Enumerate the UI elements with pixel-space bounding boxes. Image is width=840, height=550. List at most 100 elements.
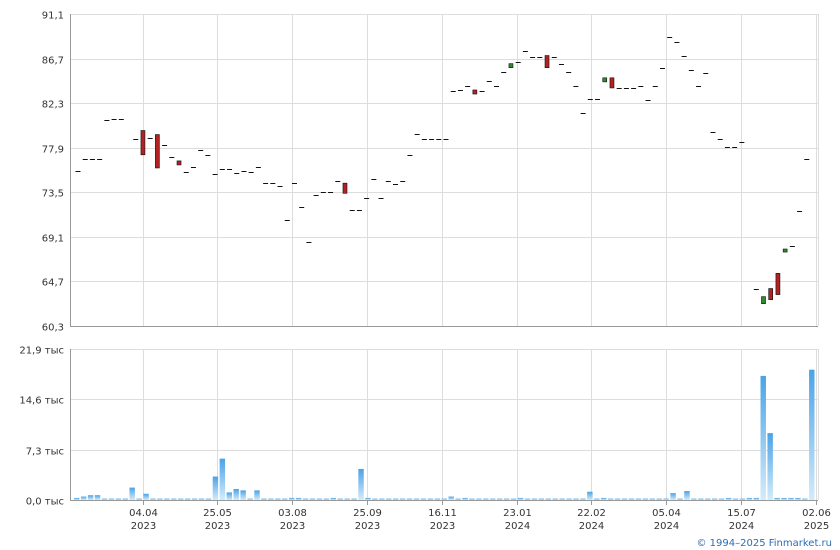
volume-bar xyxy=(469,498,475,500)
volume-tick-label: 0,0 тыс xyxy=(26,497,64,508)
volume-bar xyxy=(739,498,746,500)
x-tick-year: 2025 xyxy=(804,521,829,532)
volume-bar xyxy=(614,498,621,500)
volume-bar xyxy=(642,498,649,500)
volume-bar xyxy=(275,498,281,500)
price-tick-label: 69,1 xyxy=(42,234,64,245)
volume-bar xyxy=(691,498,697,500)
volume-bar xyxy=(601,497,607,500)
x-tick-date: 25.09 xyxy=(353,508,382,519)
price-tick-label: 82,3 xyxy=(42,100,64,111)
candle-down xyxy=(140,130,146,156)
x-tick-year: 2024 xyxy=(505,521,530,532)
volume-bar xyxy=(705,498,711,500)
volume-bar xyxy=(191,498,198,500)
volume-bar xyxy=(330,497,337,500)
volume-bar xyxy=(718,498,725,500)
volume-bar xyxy=(247,498,253,500)
volume-bar xyxy=(427,498,434,500)
volume-bar xyxy=(288,497,295,500)
volume-bar xyxy=(302,498,309,500)
price-tick-label: 91,1 xyxy=(42,11,64,22)
volume-bar xyxy=(365,497,371,500)
volume-bar xyxy=(171,498,177,500)
x-axis: 04.04 2023 25.05 2023 03.08 2023 25.09 2023 16.1… xyxy=(129,500,831,532)
volume-bar xyxy=(621,498,628,500)
volume-bar xyxy=(129,487,135,500)
volume-bar xyxy=(420,498,427,500)
volume-bar xyxy=(753,497,760,500)
volume-bar xyxy=(143,493,149,500)
candle-down xyxy=(472,89,478,95)
candle-down xyxy=(176,160,182,166)
volume-bar xyxy=(136,498,142,500)
x-tick-date: 15.07 xyxy=(727,508,756,519)
x-tick-date: 25.05 xyxy=(203,508,232,519)
volume-bar xyxy=(545,498,551,500)
x-tick-date: 22.02 xyxy=(577,508,606,519)
volume-bar xyxy=(226,492,232,500)
volume-bar xyxy=(122,498,128,500)
volume-bar xyxy=(101,498,108,500)
volume-bar xyxy=(635,498,642,500)
x-tick-date: 05.04 xyxy=(652,508,681,519)
volume-bar xyxy=(795,497,801,500)
volume-bar xyxy=(802,498,808,500)
volume-bar xyxy=(108,498,115,500)
candle-down xyxy=(609,77,615,89)
x-tick-year: 2023 xyxy=(280,521,305,532)
volume-bar xyxy=(455,498,461,500)
price-panel: 91,1 86,7 82,3 77,9 73,5 69,1 64,7 60,3 xyxy=(42,11,819,334)
volume-bar xyxy=(74,497,80,500)
candle-down xyxy=(768,288,774,300)
volume-tick-label: 7,3 тыс xyxy=(26,447,64,458)
volume-bar xyxy=(282,498,288,500)
volume-bar xyxy=(323,498,330,500)
volume-bar xyxy=(587,491,593,500)
volume-bar xyxy=(538,498,545,500)
volume-bar xyxy=(483,498,489,500)
candle-up xyxy=(782,248,788,253)
volume-bar xyxy=(441,498,447,500)
volume-bar xyxy=(399,498,406,500)
candle-up xyxy=(508,63,514,68)
candle-down xyxy=(342,182,348,194)
volume-bar xyxy=(732,498,739,500)
volume-bar xyxy=(392,498,399,500)
volume-bar xyxy=(413,498,420,500)
x-tick-date: 23.01 xyxy=(503,508,532,519)
volume-bar xyxy=(178,498,184,500)
x-tick-date: 16.11 xyxy=(428,508,457,519)
volume-bar xyxy=(254,490,260,500)
volume-bar xyxy=(767,433,773,500)
volume-bar xyxy=(358,468,364,500)
volume-bar xyxy=(476,498,482,500)
volume-bar xyxy=(788,497,794,500)
volume-bar xyxy=(663,498,669,500)
volume-bar xyxy=(198,498,205,500)
volume-bar xyxy=(517,497,524,500)
volume-bar xyxy=(490,498,496,500)
price-tick-label: 64,7 xyxy=(42,278,64,289)
volume-bar xyxy=(781,497,787,500)
volume-bar xyxy=(94,495,101,500)
volume-bar xyxy=(212,476,219,500)
volume-bar xyxy=(607,498,614,500)
copyright-credit[interactable]: © 1994–2025 Finmarket.ru xyxy=(696,538,832,549)
price-tick-label: 77,9 xyxy=(42,145,64,156)
volume-bar xyxy=(670,493,676,500)
volume-bar xyxy=(510,498,517,500)
volume-bar xyxy=(566,498,572,500)
x-tick-date: 03.08 xyxy=(278,508,307,519)
volume-bar xyxy=(497,498,503,500)
volume-bar xyxy=(184,498,191,500)
volume-bar xyxy=(559,498,565,500)
volume-bar xyxy=(573,498,579,500)
candle-down xyxy=(155,134,160,169)
volume-bar xyxy=(746,497,753,500)
volume-bar xyxy=(386,498,392,500)
x-tick-year: 2024 xyxy=(654,521,679,532)
price-tick-label: 60,3 xyxy=(42,323,64,334)
x-tick-date: 04.04 xyxy=(129,508,158,519)
